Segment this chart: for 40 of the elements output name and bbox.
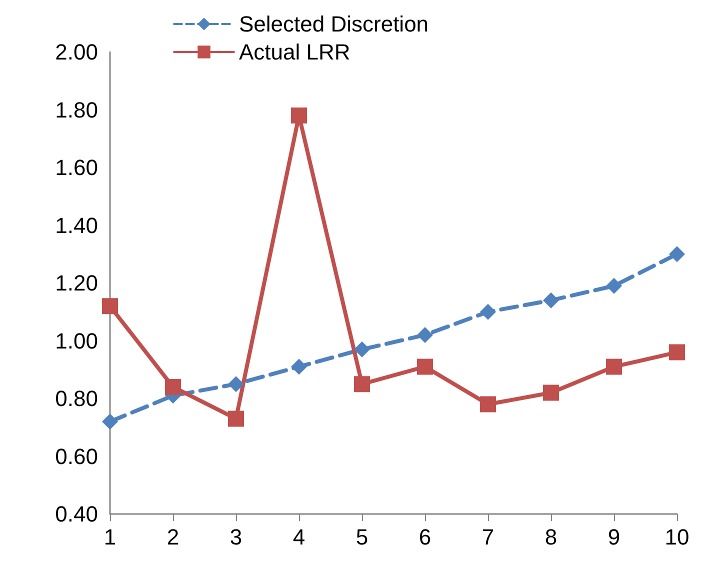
point	[417, 326, 433, 343]
legend-label: Actual LRR	[239, 40, 350, 64]
y-tick-label: 2.00	[55, 40, 98, 64]
y-tick-label: 1.60	[55, 155, 98, 180]
y-tick-label: 0.40	[55, 502, 98, 526]
point	[228, 410, 244, 427]
point	[102, 414, 118, 430]
legend-label: Selected Discretion	[239, 12, 429, 36]
y-tick-label: 1.00	[55, 328, 98, 354]
y-tick-label: 1.40	[55, 212, 98, 238]
point	[669, 246, 685, 262]
point	[480, 304, 496, 320]
point	[480, 396, 496, 412]
x-tick-label: 9	[608, 524, 620, 550]
point	[543, 384, 559, 401]
x-tick-label: 8	[544, 524, 558, 550]
point	[606, 358, 622, 375]
x-tick-label: 1	[104, 524, 116, 550]
y-tick-label: 0.80	[55, 386, 98, 411]
point	[417, 358, 433, 375]
x-tick-label: 7	[482, 524, 494, 550]
x-tick-label: 10	[664, 524, 690, 550]
point	[669, 344, 685, 360]
point	[228, 376, 244, 392]
point	[291, 358, 307, 375]
y-tick-label: 1.80	[55, 97, 98, 122]
y-tick-label: 1.20	[55, 270, 98, 296]
y-tick-label: 0.60	[55, 444, 98, 469]
point	[102, 298, 118, 314]
point	[354, 376, 370, 392]
point	[606, 278, 622, 294]
x-tick-label: 2	[166, 524, 180, 550]
point	[354, 341, 370, 358]
point	[165, 378, 181, 395]
point	[543, 292, 559, 308]
x-tick-label: 3	[230, 524, 242, 550]
x-tick-label: 5	[356, 524, 368, 550]
x-tick-label: 6	[418, 524, 432, 550]
x-tick-label: 4	[292, 524, 306, 550]
point	[291, 108, 307, 124]
